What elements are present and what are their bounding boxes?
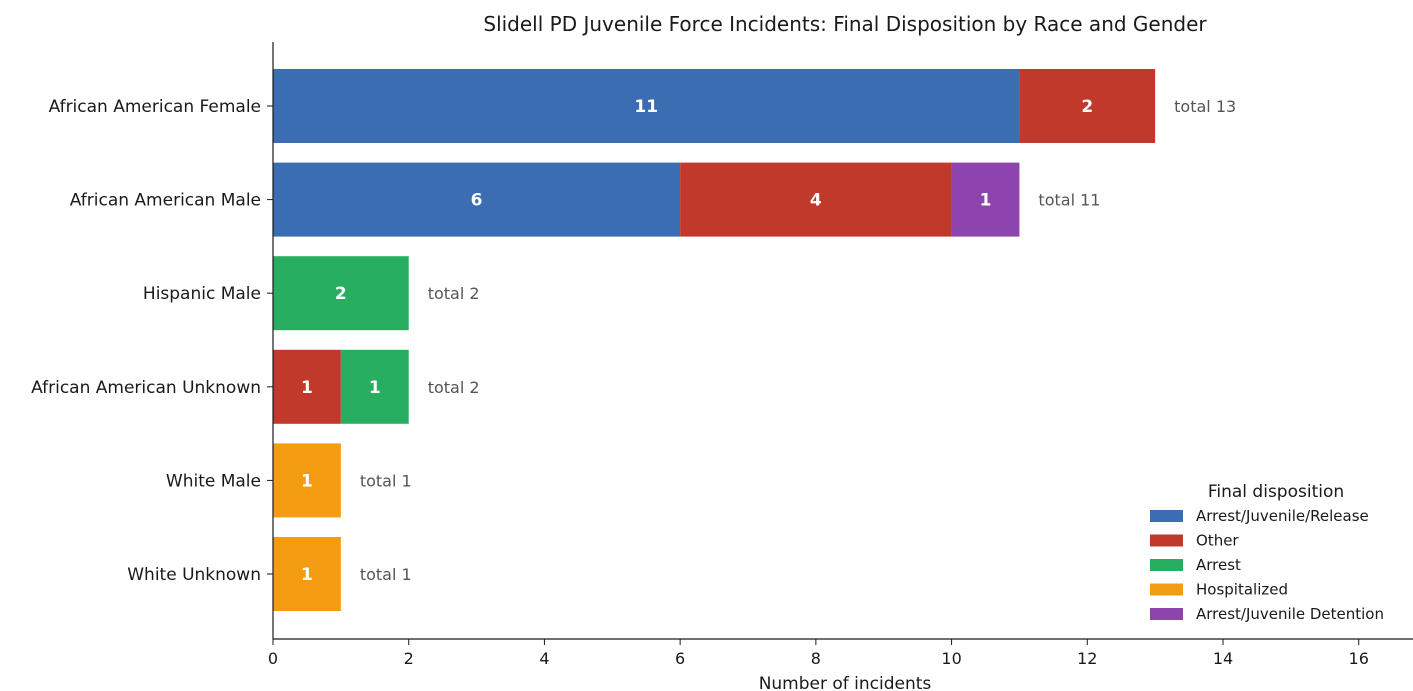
legend: Final disposition Arrest/Juvenile/Releas… (1150, 482, 1384, 623)
x-tick-label: 14 (1213, 649, 1233, 668)
bar-segment (1019, 69, 1156, 143)
total-label: total 11 (1038, 191, 1100, 210)
legend-item: Arrest/Juvenile Detention (1150, 605, 1384, 623)
y-tick-label: White Unknown (127, 565, 261, 585)
x-tick-label: 12 (1077, 649, 1097, 668)
x-tick-label: 10 (941, 649, 961, 668)
legend-swatch (1150, 510, 1183, 522)
bar-row: 1 total 1 (273, 537, 412, 611)
legend-swatch (1150, 608, 1183, 620)
bar-row: 2 total 2 (273, 256, 480, 331)
legend-swatch (1150, 534, 1183, 547)
legend-label: Hospitalized (1196, 581, 1288, 599)
legend-label: Other (1196, 532, 1239, 550)
segment-value-label: 11 (634, 97, 658, 117)
bar-segment (273, 537, 341, 611)
y-tick-label: Hispanic Male (143, 284, 261, 304)
x-tick-label: 0 (268, 649, 278, 668)
segment-value-label: 1 (301, 565, 313, 585)
total-label: total 1 (360, 471, 412, 490)
y-tick-label: African American Unknown (31, 378, 261, 398)
segment-value-label: 1 (301, 471, 313, 491)
segment-value-label: 2 (335, 284, 347, 304)
segment-value-label: 6 (471, 191, 483, 211)
legend-swatch (1150, 559, 1183, 571)
bar-segment (680, 162, 952, 237)
legend-swatch (1150, 583, 1183, 596)
x-tick-label: 4 (539, 649, 549, 668)
segment-value-label: 1 (980, 191, 992, 211)
bar-row: 1 total 1 (273, 443, 412, 518)
legend-label: Arrest/Juvenile/Release (1196, 507, 1369, 525)
x-tick-label: 2 (404, 649, 414, 668)
segment-value-label: 1 (301, 378, 313, 398)
bar-segment (273, 162, 681, 237)
y-tick-label: White Male (166, 471, 261, 491)
legend-item: Other (1150, 532, 1239, 550)
legend-label: Arrest/Juvenile Detention (1196, 605, 1384, 623)
segment-value-label: 4 (810, 191, 822, 211)
bars-group: 11 2 total 136 4 1 total 112 total 21 1 total 21… (273, 69, 1236, 611)
y-tick-label: African American Female (49, 97, 261, 117)
bar-segment (273, 69, 1020, 143)
total-label: total 13 (1174, 97, 1236, 116)
chart-title: Slidell PD Juvenile Force Incidents: Fin… (483, 12, 1207, 36)
total-label: total 2 (428, 378, 480, 397)
legend-label: Arrest (1196, 556, 1241, 574)
segment-value-label: 1 (369, 378, 381, 398)
x-axis-title: Number of incidents (759, 674, 932, 691)
legend-title: Final disposition (1208, 482, 1344, 502)
bar-segment (951, 162, 1020, 237)
legend-item: Arrest (1150, 556, 1241, 574)
bar-row: 6 4 1 total 11 (273, 162, 1100, 237)
total-label: total 2 (428, 284, 480, 303)
bar-segment (273, 443, 341, 518)
x-tick-label: 16 (1349, 649, 1369, 668)
y-tick-label: African American Male (70, 191, 261, 211)
legend-item: Hospitalized (1150, 581, 1288, 599)
total-label: total 1 (360, 565, 412, 584)
segment-value-label: 2 (1081, 97, 1093, 117)
bar-segment (273, 349, 341, 424)
bar-segment (340, 349, 409, 424)
x-tick-label: 6 (675, 649, 685, 668)
bar-segment (273, 256, 409, 331)
bar-row: 11 2 total 13 (273, 69, 1236, 143)
legend-item: Arrest/Juvenile/Release (1150, 507, 1369, 525)
bar-row: 1 1 total 2 (273, 349, 480, 424)
axes-group: African American Female African American … (31, 42, 1413, 668)
x-tick-label: 8 (811, 649, 821, 668)
